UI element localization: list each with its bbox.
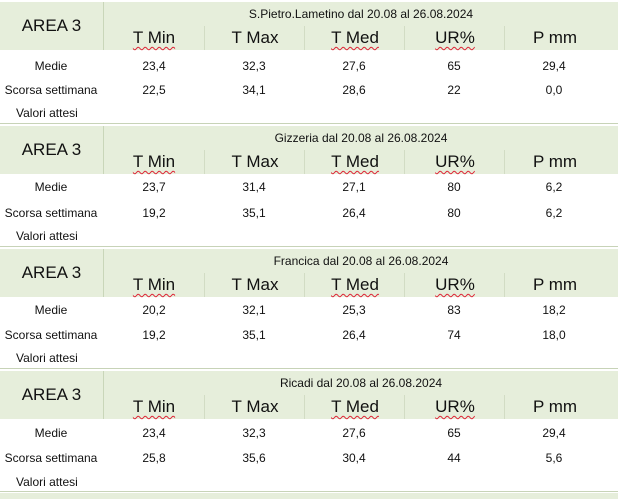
- table-row-medie: Medie 20,2 32,1 25,3 83 18,2: [0, 299, 618, 321]
- column-header-row: T Min T Max T Med UR% P mm: [104, 395, 618, 419]
- col-header-pmm: P mm: [504, 273, 605, 297]
- cell-ur: 65: [447, 426, 461, 440]
- table-row-medie: Medie 23,4 32,3 27,6 65 29,4: [0, 422, 618, 444]
- cell-tmin: 20,2: [142, 303, 166, 317]
- col-header-tmin: T Min: [132, 397, 176, 416]
- row-label: Scorsa settimana: [4, 451, 98, 465]
- cell-tmin: 23,7: [142, 180, 166, 194]
- table-row-medie: Medie 23,7 31,4 27,1 80 6,2: [0, 176, 618, 198]
- cell-tmax: 32,1: [242, 303, 266, 317]
- row-label-attesi: Valori attesi: [16, 229, 78, 243]
- row-label: Medie: [34, 426, 68, 440]
- cell-pmm: 29,4: [542, 59, 566, 73]
- cell-tmed: 25,3: [342, 303, 366, 317]
- cell-tmax: 34,1: [242, 83, 266, 97]
- col-header-tmin: T Min: [132, 28, 176, 47]
- col-header-tmed: T Med: [304, 150, 405, 174]
- cell-tmed: 28,6: [342, 83, 366, 97]
- cell-ur: 83: [447, 303, 461, 317]
- cell-tmin: 23,4: [142, 59, 166, 73]
- col-header-tmin: T Min: [132, 275, 176, 294]
- cell-tmed: 26,4: [342, 206, 366, 220]
- cell-tmed: 27,1: [342, 180, 366, 194]
- cell-ur: 65: [447, 59, 461, 73]
- cell-pmm: 29,4: [542, 426, 566, 440]
- col-header-tmin: T Min: [132, 152, 176, 171]
- cell-tmin: 19,2: [142, 206, 166, 220]
- row-label: Medie: [34, 59, 68, 73]
- table-row-scorsa: Scorsa settimana 22,5 34,1 28,6 22 0,0: [0, 79, 618, 101]
- row-label-attesi: Valori attesi: [16, 106, 78, 120]
- row-label: Scorsa settimana: [4, 206, 98, 220]
- col-header-pmm: P mm: [504, 150, 605, 174]
- table-row-scorsa: Scorsa settimana 19,2 35,1 26,4 80 6,2: [0, 202, 618, 224]
- cell-tmax: 32,3: [242, 59, 266, 73]
- row-label: Medie: [34, 180, 68, 194]
- cell-tmin: 19,2: [142, 328, 166, 342]
- cell-tmed: 26,4: [342, 328, 366, 342]
- col-header-tmax: T Max: [204, 273, 305, 297]
- next-section-header: [0, 493, 618, 499]
- cell-tmax: 32,3: [242, 426, 266, 440]
- column-header-row: T Min T Max T Med UR% P mm: [104, 273, 618, 297]
- cell-tmed: 30,4: [342, 451, 366, 465]
- area-label: AREA 3: [0, 2, 104, 50]
- cell-pmm: 0,0: [545, 83, 563, 97]
- cell-tmin: 25,8: [142, 451, 166, 465]
- table-row-scorsa: Scorsa settimana 19,2 35,1 26,4 74 18,0: [0, 324, 618, 346]
- divider: [0, 491, 618, 492]
- cell-ur: 80: [447, 206, 461, 220]
- col-header-ur: UR%: [404, 26, 505, 50]
- col-header-tmax: T Max: [204, 395, 305, 419]
- col-header-tmax: T Max: [204, 150, 305, 174]
- area-label: AREA 3: [0, 249, 104, 297]
- divider: [0, 123, 618, 124]
- cell-pmm: 18,2: [542, 303, 566, 317]
- area-label: AREA 3: [0, 371, 104, 419]
- col-header-tmed: T Med: [304, 26, 405, 50]
- cell-tmax: 31,4: [242, 180, 266, 194]
- station-title: S.Pietro.Lametino dal 20.08 al 26.08.202…: [104, 2, 618, 26]
- cell-pmm: 6,2: [545, 206, 563, 220]
- col-header-pmm: P mm: [504, 26, 605, 50]
- cell-ur: 80: [447, 180, 461, 194]
- cell-tmax: 35,6: [242, 451, 266, 465]
- col-header-tmed: T Med: [304, 273, 405, 297]
- row-label: Scorsa settimana: [4, 328, 98, 342]
- col-header-tmax: T Max: [204, 26, 305, 50]
- station-title: Francica dal 20.08 al 26.08.2024: [104, 249, 618, 273]
- cell-tmin: 22,5: [142, 83, 166, 97]
- row-label: Scorsa settimana: [4, 83, 98, 97]
- table-row-scorsa: Scorsa settimana 25,8 35,6 30,4 44 5,6: [0, 447, 618, 469]
- station-title: Ricadi dal 20.08 al 26.08.2024: [104, 371, 618, 395]
- table-row-medie: Medie 23,4 32,3 27,6 65 29,4: [0, 55, 618, 77]
- cell-ur: 22: [447, 83, 461, 97]
- cell-pmm: 6,2: [545, 180, 563, 194]
- cell-pmm: 5,6: [545, 451, 563, 465]
- cell-tmax: 35,1: [242, 328, 266, 342]
- cell-tmed: 27,6: [342, 59, 366, 73]
- cell-tmax: 35,1: [242, 206, 266, 220]
- divider: [0, 368, 618, 369]
- col-header-pmm: P mm: [504, 395, 605, 419]
- col-header-ur: UR%: [404, 273, 505, 297]
- cell-tmin: 23,4: [142, 426, 166, 440]
- row-label-attesi: Valori attesi: [16, 475, 78, 489]
- cell-ur: 44: [447, 451, 461, 465]
- cell-tmed: 27,6: [342, 426, 366, 440]
- column-header-row: T Min T Max T Med UR% P mm: [104, 26, 618, 50]
- station-title: Gizzeria dal 20.08 al 26.08.2024: [104, 126, 618, 150]
- area-label: AREA 3: [0, 126, 104, 174]
- column-header-row: T Min T Max T Med UR% P mm: [104, 150, 618, 174]
- cell-ur: 74: [447, 328, 461, 342]
- col-header-tmed: T Med: [304, 395, 405, 419]
- row-label: Medie: [34, 303, 68, 317]
- col-header-ur: UR%: [404, 395, 505, 419]
- col-header-ur: UR%: [404, 150, 505, 174]
- row-label-attesi: Valori attesi: [16, 351, 78, 365]
- cell-pmm: 18,0: [542, 328, 566, 342]
- divider: [0, 246, 618, 247]
